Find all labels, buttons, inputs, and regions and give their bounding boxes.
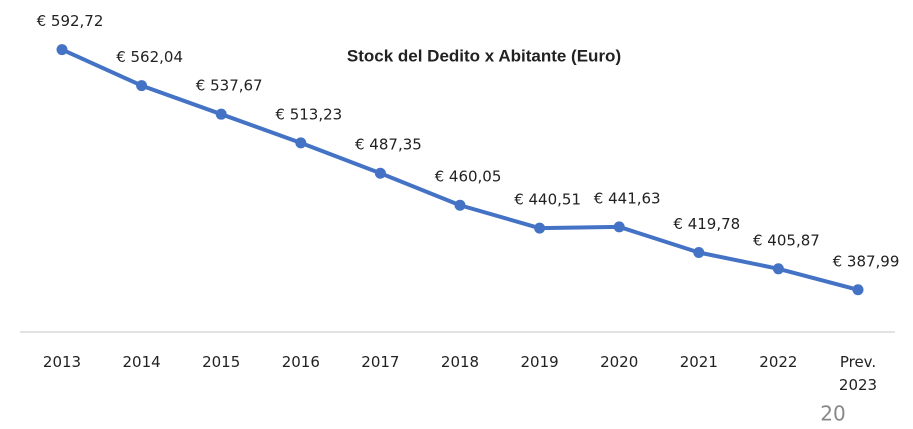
- x-tick-label: 2019: [521, 353, 559, 371]
- point: [454, 199, 466, 211]
- chart-title: Stock del Dedito x Abitante (Euro): [347, 46, 621, 65]
- data-label: € 440,51: [514, 191, 581, 209]
- point: [295, 137, 307, 149]
- point: [136, 80, 148, 92]
- data-label: € 441,63: [594, 189, 661, 207]
- data-label: € 562,04: [116, 48, 183, 66]
- data-label: € 513,23: [275, 105, 342, 123]
- data-label: € 487,35: [355, 136, 422, 154]
- page-number: 20: [820, 402, 845, 426]
- x-tick-label: 2021: [680, 353, 718, 371]
- x-tick-label: 2016: [282, 353, 320, 371]
- x-tick-label: Prev. 2023: [839, 353, 877, 394]
- x-tick-label: 2022: [759, 353, 797, 371]
- x-tick-label: 2020: [600, 353, 638, 371]
- point: [215, 108, 227, 120]
- x-tick-label: 2015: [202, 353, 240, 371]
- x-tick-label: 2013: [43, 353, 81, 371]
- data-label: € 537,67: [196, 77, 263, 95]
- data-label: € 419,78: [673, 215, 740, 233]
- point: [772, 263, 784, 275]
- data-label: € 387,99: [833, 252, 900, 270]
- point: [56, 44, 68, 56]
- point: [534, 222, 546, 234]
- data-label: € 592,72: [37, 12, 104, 30]
- point: [693, 246, 705, 258]
- x-tick-label: 2014: [123, 353, 161, 371]
- point: [852, 284, 864, 296]
- data-label: € 405,87: [753, 231, 820, 249]
- x-tick-label: 2018: [441, 353, 479, 371]
- x-tick-label: 2017: [361, 353, 399, 371]
- data-label: € 460,05: [435, 168, 502, 186]
- point: [374, 167, 386, 179]
- point: [613, 221, 625, 233]
